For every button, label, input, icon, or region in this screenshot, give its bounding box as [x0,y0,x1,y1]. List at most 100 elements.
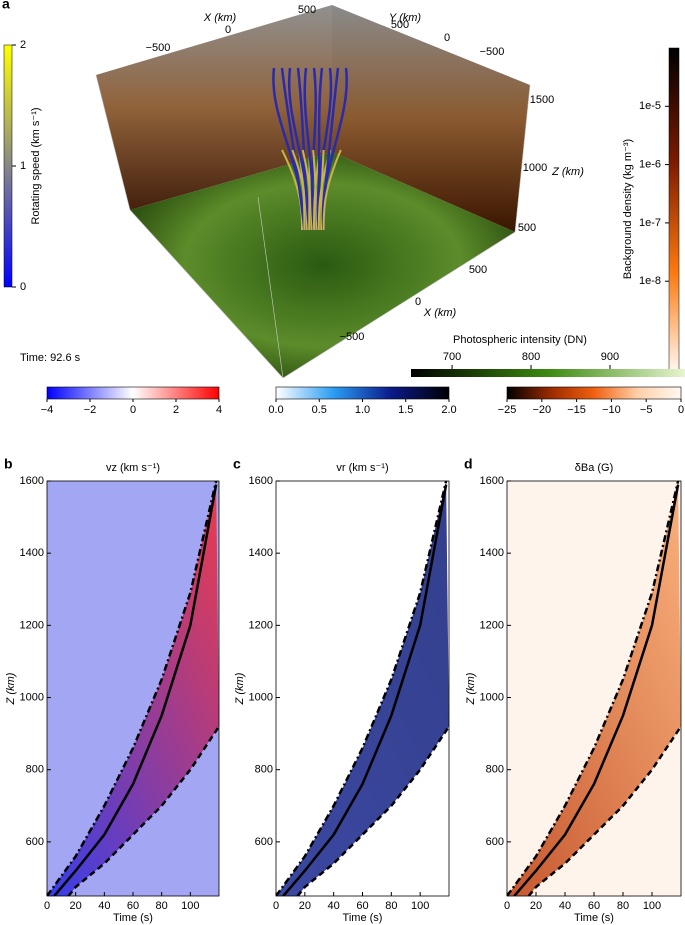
field-line [316,67,333,231]
tick-label: 1e-8 [639,275,661,287]
y-tick-label: 1400 [249,547,273,559]
y-tick-label: 1200 [249,619,273,631]
panel-label: a [2,0,10,12]
box-edge [257,196,284,379]
y-tick-label: 800 [486,764,504,776]
field-line [291,149,308,231]
tick-label: 500 [469,264,487,276]
colorbar-label: Rotating speed (km s⁻¹) [30,107,42,224]
colorbar-tick-label: −4 [41,404,54,416]
field-line [312,149,318,231]
tick-label: 1e-7 [639,217,661,229]
colorbar-tick-label: −2 [84,404,97,416]
colorbar [46,386,220,400]
y-tick-label: 600 [255,836,273,848]
tick-label: 1e-5 [639,100,661,112]
chart-title: δBa (G) [575,462,614,474]
y-tick-label: 600 [486,836,504,848]
colorbar-tick-label: 2 [173,404,179,416]
x-axis-label: Time (s) [574,912,614,924]
x-tick-label: 0 [504,900,510,912]
curve [282,484,448,896]
box-wall [332,5,530,232]
field-line [311,67,317,231]
field-line [296,67,311,231]
x-axis-label: Time (s) [343,912,383,924]
tick-label: 700 [443,351,461,363]
curve [47,481,218,896]
tick-label: 0 [225,24,231,36]
heatmap-band [507,481,681,896]
y-tick-label: 1000 [249,691,273,703]
x-tick-label: 40 [328,900,340,912]
x-tick-label: 80 [617,900,629,912]
colorbar-tick-label: 2.0 [441,404,456,416]
tick-label: 1e-6 [639,159,661,171]
colorbar-label: Background density (kg m⁻³) [622,139,634,279]
flux-tube [272,67,348,231]
x-tick-label: 100 [643,900,661,912]
tick-label: 500 [518,222,536,234]
y-axis-label: Z (km) [465,672,477,705]
colorbar [506,386,682,400]
field-line [321,67,348,231]
y-tick-label: 800 [26,764,44,776]
tick-label: 0 [444,32,450,44]
axis-label: X (km) [423,307,457,319]
y-tick-label: 800 [255,764,273,776]
colorbar [3,44,13,288]
x-tick-label: 80 [156,900,168,912]
colorbar-label: Photospheric intensity (DN) [453,334,587,346]
y-axis-label: Z (km) [234,672,246,705]
colorbar-tick-label: 0.0 [268,404,283,416]
box-floor [130,152,515,378]
y-tick-label: 1000 [480,691,504,703]
axis-label: Z (km) [551,166,584,178]
colorbar [411,369,685,377]
x-tick-label: 60 [127,900,139,912]
x-tick-label: 20 [70,900,82,912]
tick-label: 1500 [530,94,554,106]
x-tick-label: 20 [299,900,311,912]
colorbar-tick-label: 0.5 [312,404,327,416]
x-tick-label: 40 [98,900,110,912]
tick-label: 500 [298,4,316,16]
tick-label: 0 [415,296,421,308]
x-tick-label: 60 [588,900,600,912]
axis-label: Y (km) [389,12,422,24]
x-tick-label: 20 [530,900,542,912]
chart-title: vz (km s⁻¹) [106,462,160,474]
tick-label: 800 [522,351,540,363]
y-tick-label: 1600 [20,475,44,487]
tick-label: −500 [480,46,505,58]
curve [527,725,681,896]
x-axis-label: Time (s) [113,912,153,924]
colorbar-tick-label: −25 [498,404,517,416]
x-tick-label: 40 [559,900,571,912]
colorbar [668,47,680,371]
x-tick-label: 80 [385,900,397,912]
colorbar-tick-label: 0 [678,404,684,416]
y-tick-label: 600 [26,836,44,848]
x-tick-label: 100 [181,900,199,912]
panel-a: a X (km) Y (km) Z (km) X (km) Time: 92.6… [2,0,685,379]
y-tick-label: 1400 [20,547,44,559]
y-tick-label: 1200 [20,619,44,631]
x-tick-label: 0 [273,900,279,912]
x-tick-label: 100 [411,900,429,912]
tick-label: 2 [20,39,26,51]
colorbar-tick-label: 1.0 [355,404,370,416]
colorbar-tick-label: −5 [640,404,653,416]
x-tick-label: 0 [44,900,50,912]
tick-label: −500 [146,42,171,54]
field-line [322,149,342,231]
tick-label: −500 [340,331,365,343]
panel-label: b [4,456,13,472]
y-tick-label: 1600 [480,475,504,487]
y-tick-label: 1600 [249,475,273,487]
tick-label: 1 [20,160,26,172]
box-wall [96,5,332,210]
field-line [320,149,325,231]
colorbar-tick-label: −15 [567,404,586,416]
